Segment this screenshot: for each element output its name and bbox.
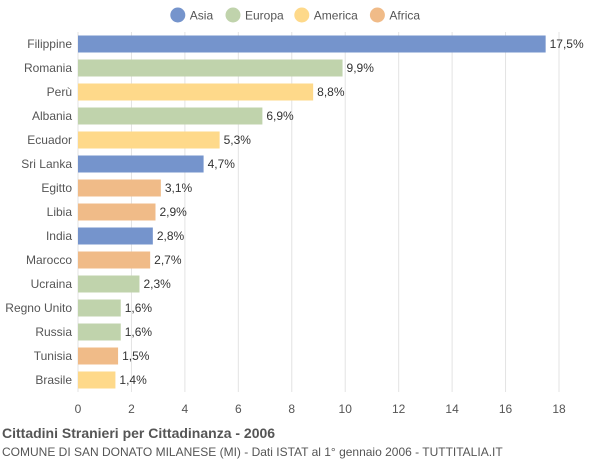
value-label: 17,5% — [550, 37, 584, 51]
bars-group — [78, 35, 546, 389]
bar-regno-unito — [78, 299, 121, 317]
category-label: Sri Lanka — [21, 157, 72, 171]
legend-marker-america — [294, 7, 310, 23]
value-label: 4,7% — [208, 157, 236, 171]
legend-label-europa: Europa — [245, 9, 284, 23]
category-label: Romania — [24, 61, 72, 75]
value-label: 3,1% — [165, 181, 193, 195]
x-tick-label: 10 — [339, 402, 353, 416]
category-label: Tunisia — [34, 349, 73, 363]
legend-marker-africa — [369, 7, 385, 23]
bar-marocco — [78, 251, 151, 269]
x-tick-label: 4 — [182, 402, 189, 416]
legend-label-america: America — [314, 9, 358, 23]
value-label: 1,4% — [119, 373, 147, 387]
x-tick-label: 6 — [235, 402, 242, 416]
category-label: Ecuador — [27, 133, 72, 147]
value-label: 9,9% — [347, 61, 375, 75]
value-label: 8,8% — [317, 85, 345, 99]
category-label: Ucraina — [31, 277, 73, 291]
category-label: Marocco — [26, 253, 72, 267]
bar-chart: Filippine Romania Perù Albania Ecuador Sri La… — [5, 7, 584, 416]
category-label: Perù — [47, 85, 72, 99]
x-tick-label: 16 — [499, 402, 513, 416]
category-label: Filippine — [27, 37, 72, 51]
value-label: 1,5% — [122, 349, 150, 363]
category-label: Russia — [35, 325, 72, 339]
bar-ucraina — [78, 275, 140, 293]
x-tick-label: 14 — [445, 402, 459, 416]
x-axis-ticks: 0 2 4 6 8 10 12 14 16 18 — [75, 402, 566, 416]
x-tick-label: 0 — [75, 402, 82, 416]
value-label: 2,3% — [143, 277, 171, 291]
bar-ecuador — [78, 131, 220, 149]
category-label: India — [46, 229, 72, 243]
chart-subtitle: COMUNE DI SAN DONATO MILANESE (MI) - Dat… — [2, 445, 503, 459]
value-label: 1,6% — [125, 301, 153, 315]
legend-label-africa: Africa — [389, 9, 420, 23]
bar-india — [78, 227, 153, 245]
value-label: 2,9% — [159, 205, 187, 219]
bar-romania — [78, 59, 343, 77]
value-label: 5,3% — [224, 133, 252, 147]
legend: Asia Europa America Africa — [170, 7, 420, 23]
chart-title: Cittadini Stranieri per Cittadinanza - 2… — [2, 425, 276, 441]
category-label: Egitto — [41, 181, 72, 195]
bar-sri-lanka — [78, 155, 204, 173]
value-label: 1,6% — [125, 325, 153, 339]
value-labels: 17,5% 9,9%8,8% 6,9% 5,3% 4,7% 3,1% 2,9% 2,8% 2,7… — [119, 37, 584, 387]
bar-tunisia — [78, 347, 119, 365]
x-tick-label: 18 — [552, 402, 566, 416]
category-label: Regno Unito — [5, 301, 72, 315]
bar-peru — [78, 83, 314, 101]
bar-brasile — [78, 371, 116, 389]
legend-marker-europa — [225, 7, 241, 23]
value-label: 2,8% — [157, 229, 185, 243]
legend-label-asia: Asia — [190, 9, 214, 23]
x-tick-label: 12 — [392, 402, 406, 416]
category-labels: Filippine Romania Perù Albania Ecuador Sri La… — [5, 37, 72, 387]
category-label: Albania — [32, 109, 72, 123]
x-tick-label: 2 — [128, 402, 135, 416]
bar-libia — [78, 203, 156, 221]
bar-russia — [78, 323, 121, 341]
category-label: Libia — [47, 205, 73, 219]
legend-marker-asia — [170, 7, 186, 23]
x-tick-label: 8 — [288, 402, 295, 416]
bar-albania — [78, 107, 263, 125]
bar-egitto — [78, 179, 161, 197]
category-label: Brasile — [35, 373, 72, 387]
value-label: 6,9% — [266, 109, 294, 123]
value-label: 2,7% — [154, 253, 182, 267]
bar-filippine — [78, 35, 546, 53]
